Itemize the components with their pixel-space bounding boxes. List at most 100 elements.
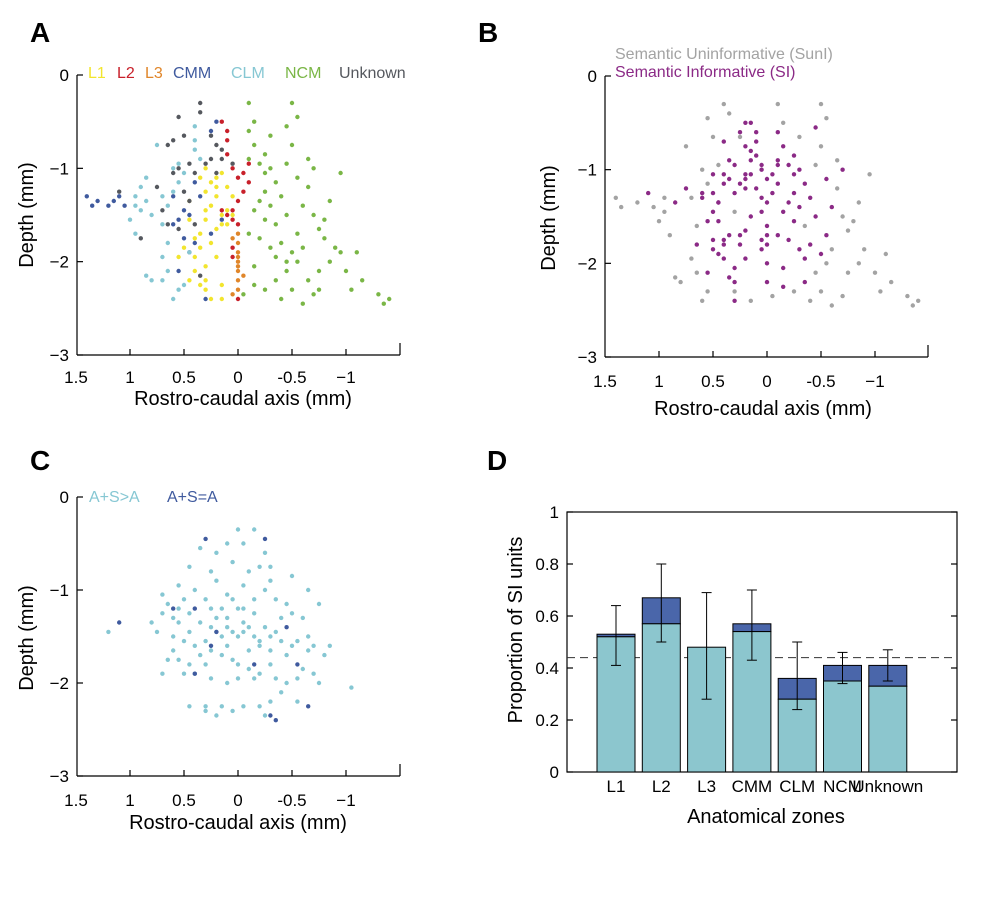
data-point — [721, 181, 726, 186]
data-point — [797, 204, 802, 210]
legend-unknown: Unknown — [339, 65, 406, 82]
data-point — [262, 587, 268, 593]
data-point — [754, 186, 759, 191]
data-point — [208, 133, 214, 138]
data-point — [737, 233, 743, 238]
panel-a-points — [84, 100, 392, 306]
bar-segment-as-gt — [641, 623, 681, 773]
data-point — [171, 189, 176, 194]
data-point — [203, 208, 208, 213]
data-point — [160, 592, 165, 597]
data-point — [721, 256, 726, 261]
data-point — [306, 704, 311, 709]
data-point — [203, 662, 208, 667]
data-point — [732, 162, 737, 168]
legend-clm: CLM — [231, 65, 265, 82]
data-point — [176, 620, 181, 625]
data-point — [268, 578, 273, 583]
data-point — [770, 190, 775, 196]
data-point — [710, 134, 716, 140]
data-point — [235, 198, 241, 204]
panel-b-legend: Semantic Uninformative (SunI) Semantic I… — [615, 46, 833, 81]
data-point — [208, 180, 214, 185]
data-point — [311, 166, 316, 171]
data-point — [187, 704, 192, 709]
data-point — [268, 203, 273, 208]
data-point — [646, 190, 651, 196]
data-point — [219, 156, 224, 162]
data-point — [241, 583, 246, 588]
data-point — [710, 190, 716, 196]
data-point — [306, 278, 311, 283]
data-point — [824, 233, 829, 238]
data-point — [824, 116, 829, 121]
legend-l3: L3 — [145, 65, 163, 82]
data-point — [808, 298, 813, 303]
data-point — [791, 153, 797, 158]
data-point — [246, 231, 251, 236]
data-point — [732, 298, 737, 303]
data-point — [743, 144, 748, 149]
x-tick-label: 0.5 — [172, 791, 196, 810]
data-point — [219, 282, 224, 288]
data-point — [322, 236, 327, 241]
data-point — [230, 161, 235, 166]
data-point — [208, 643, 214, 648]
data-point — [181, 189, 187, 194]
data-point — [754, 139, 759, 144]
y-tick-label: −3 — [50, 346, 69, 365]
data-point — [775, 130, 780, 135]
data-point — [273, 254, 278, 260]
data-point — [214, 713, 219, 718]
data-point — [165, 222, 170, 227]
data-point — [872, 270, 878, 275]
data-point — [327, 198, 332, 204]
data-point — [716, 200, 721, 205]
data-point — [192, 240, 197, 246]
data-point — [732, 265, 737, 271]
data-point — [252, 611, 257, 616]
data-point — [295, 114, 300, 120]
data-point — [90, 203, 95, 208]
y-tick-label: −3 — [578, 348, 597, 367]
data-point — [289, 100, 295, 106]
legend-l1: L1 — [88, 65, 106, 82]
data-point — [268, 662, 273, 667]
data-point — [802, 181, 807, 186]
panel-b-ylabel: Depth (mm) — [538, 165, 560, 271]
data-point — [349, 685, 354, 690]
data-point — [187, 662, 192, 667]
y-tick-label: −1 — [50, 581, 69, 600]
data-point — [214, 615, 219, 621]
data-point — [219, 652, 224, 658]
data-point — [187, 629, 192, 635]
data-point — [214, 254, 219, 260]
data-point — [246, 569, 251, 574]
data-point — [214, 226, 219, 232]
data-point — [149, 278, 154, 283]
data-point — [95, 198, 100, 204]
data-point — [133, 231, 138, 236]
data-point — [214, 550, 219, 555]
y-tick-label: 0 — [60, 66, 69, 85]
data-point — [721, 242, 726, 247]
data-point — [273, 222, 278, 227]
data-point — [732, 279, 737, 285]
x-tick-label: 1.5 — [593, 372, 617, 391]
data-point — [306, 184, 311, 190]
data-point — [268, 245, 273, 250]
data-point — [748, 298, 753, 303]
data-point — [284, 601, 289, 607]
data-point — [284, 161, 289, 166]
panel-d-bars — [596, 563, 908, 773]
data-point — [241, 620, 246, 625]
data-point — [689, 256, 694, 261]
data-point — [230, 629, 235, 635]
data-point — [127, 217, 133, 222]
x-tick-label: L2 — [652, 777, 671, 796]
data-point — [208, 625, 214, 630]
data-point — [311, 643, 316, 648]
data-point — [176, 287, 181, 292]
data-point — [235, 634, 241, 639]
data-point — [279, 240, 284, 246]
